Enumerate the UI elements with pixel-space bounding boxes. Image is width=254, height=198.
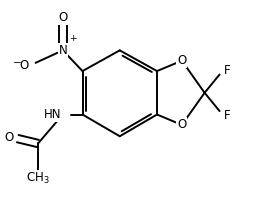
- Text: F: F: [224, 109, 231, 122]
- Text: N: N: [58, 44, 67, 57]
- Text: +: +: [69, 33, 76, 43]
- Text: HN: HN: [44, 108, 61, 121]
- Text: CH$_3$: CH$_3$: [26, 171, 50, 186]
- Text: −: −: [13, 58, 22, 68]
- Text: F: F: [224, 64, 231, 76]
- Text: O: O: [177, 118, 186, 131]
- Text: O: O: [177, 54, 186, 67]
- Text: O: O: [58, 11, 68, 24]
- Text: O: O: [20, 59, 29, 72]
- Text: O: O: [4, 131, 13, 144]
